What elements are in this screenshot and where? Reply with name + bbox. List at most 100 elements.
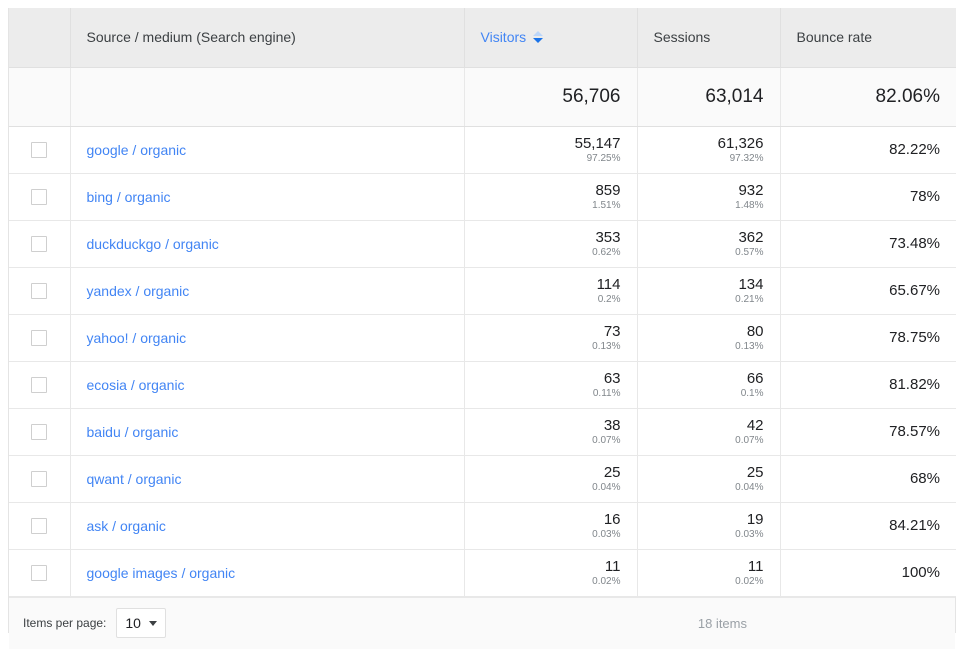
table-area: Source / medium (Search engine) Visitors… [9, 8, 956, 597]
sessions-cell-value: 25 [746, 463, 764, 481]
bounce-rate-value: 78.75% [889, 329, 940, 346]
source-link[interactable]: bing / organic [86, 188, 171, 205]
source-link[interactable]: google / organic [86, 141, 187, 158]
bounce-rate-cell: 73.48% [780, 220, 956, 268]
source-link[interactable]: baidu / organic [86, 423, 179, 440]
sessions-cell: 66 0.1% [637, 361, 781, 409]
row-select-cell [9, 314, 71, 362]
column-header-source[interactable]: Source / medium (Search engine) [70, 8, 465, 68]
row-select-cell [9, 220, 71, 268]
visitors-cell-percent: 0.11% [592, 387, 621, 399]
column-header-sessions-label: Sessions [653, 29, 711, 46]
table-row: yandex / organic 114 0.2% 134 0.21% 65.67% [9, 267, 956, 315]
row-checkbox[interactable] [31, 236, 48, 253]
visitors-cell-value: 859 [595, 181, 621, 199]
row-select-cell [9, 408, 71, 456]
visitors-cell-value: 73 [603, 322, 621, 340]
sessions-cell: 61,326 97.32% [637, 126, 781, 174]
row-select-cell [9, 549, 71, 597]
table-footer: Items per page: 10 18 items [9, 596, 955, 649]
sessions-cell-percent: 1.48% [735, 199, 764, 211]
bounce-rate-value: 78.57% [889, 423, 940, 440]
column-header-bounce-rate[interactable]: Bounce rate [780, 8, 956, 68]
row-checkbox[interactable] [31, 471, 48, 488]
visitors-cell-percent: 0.13% [592, 340, 621, 352]
column-header-visitors[interactable]: Visitors [464, 8, 638, 68]
source-cell: baidu / organic [70, 408, 465, 456]
visitors-cell: 114 0.2% [464, 267, 638, 315]
visitors-cell-percent: 1.51% [592, 199, 621, 211]
source-link[interactable]: qwant / organic [86, 470, 182, 487]
row-checkbox[interactable] [31, 330, 48, 347]
sessions-cell-value: 362 [738, 228, 764, 246]
visitors-cell-value: 114 [596, 275, 621, 293]
source-link[interactable]: ecosia / organic [86, 376, 185, 393]
bounce-rate-cell: 68% [780, 455, 956, 503]
visitors-cell-value: 353 [595, 228, 621, 246]
visitors-cell-value: 55,147 [574, 134, 621, 152]
source-cell: qwant / organic [70, 455, 465, 503]
items-per-page-select[interactable]: 10 [116, 608, 167, 638]
table-row: qwant / organic 25 0.04% 25 0.04% 68% [9, 455, 956, 503]
row-checkbox[interactable] [31, 189, 48, 206]
sessions-cell-percent: 97.32% [729, 152, 764, 164]
sessions-cell-value: 134 [738, 275, 764, 293]
items-per-page-label: Items per page: [23, 616, 107, 630]
row-checkbox[interactable] [31, 283, 48, 300]
visitors-cell: 353 0.62% [464, 220, 638, 268]
row-checkbox[interactable] [31, 142, 48, 159]
source-cell: yandex / organic [70, 267, 465, 315]
visitors-cell: 25 0.04% [464, 455, 638, 503]
column-header-sessions[interactable]: Sessions [637, 8, 781, 68]
visitors-cell: 73 0.13% [464, 314, 638, 362]
source-link[interactable]: duckduckgo / organic [86, 235, 219, 252]
visitors-cell: 11 0.02% [464, 549, 638, 597]
row-select-cell [9, 502, 71, 550]
column-header-bounce-rate-label: Bounce rate [796, 29, 873, 46]
row-checkbox[interactable] [31, 518, 48, 535]
bounce-rate-value: 100% [901, 564, 940, 581]
row-select-cell [9, 126, 71, 174]
source-link[interactable]: google images / organic [86, 564, 236, 581]
source-medium-table: Source / medium (Search engine) Visitors… [9, 8, 956, 597]
sessions-cell-value: 11 [747, 557, 764, 575]
bounce-rate-cell: 78.75% [780, 314, 956, 362]
row-checkbox[interactable] [31, 424, 48, 441]
bounce-rate-cell: 82.22% [780, 126, 956, 174]
sort-visitors-control[interactable]: Visitors [481, 29, 544, 45]
row-checkbox[interactable] [31, 377, 48, 394]
visitors-cell-value: 25 [603, 463, 621, 481]
sessions-cell: 80 0.13% [637, 314, 781, 362]
source-cell: google / organic [70, 126, 465, 174]
source-link[interactable]: yandex / organic [86, 282, 190, 299]
sort-updown-icon[interactable] [533, 30, 544, 44]
sessions-cell-percent: 0.03% [735, 528, 764, 540]
visitors-cell: 63 0.11% [464, 361, 638, 409]
bounce-rate-value: 73.48% [889, 235, 940, 252]
bounce-rate-cell: 78% [780, 173, 956, 221]
visitors-cell-percent: 0.04% [592, 481, 621, 493]
chevron-down-icon[interactable] [149, 621, 158, 626]
row-select-cell [9, 173, 71, 221]
source-link[interactable]: ask / organic [86, 517, 166, 534]
source-link[interactable]: yahoo! / organic [86, 329, 187, 346]
row-select-cell [9, 267, 71, 315]
row-checkbox[interactable] [31, 565, 48, 582]
sessions-cell: 362 0.57% [637, 220, 781, 268]
visitors-cell-value: 11 [604, 557, 621, 575]
bounce-rate-cell: 81.82% [780, 361, 956, 409]
visitors-cell-percent: 97.25% [586, 152, 621, 164]
sessions-cell-percent: 0.02% [735, 575, 764, 587]
visitors-cell-percent: 0.07% [592, 434, 621, 446]
sessions-cell: 19 0.03% [637, 502, 781, 550]
sessions-cell-percent: 0.1% [740, 387, 764, 399]
totals-visitors: 56,706 [464, 67, 638, 127]
row-select-cell [9, 455, 71, 503]
row-select-cell [9, 361, 71, 409]
sessions-cell-value: 42 [746, 416, 764, 434]
header-row: Source / medium (Search engine) Visitors… [9, 8, 956, 68]
sessions-cell: 11 0.02% [637, 549, 781, 597]
items-per-page-value: 10 [125, 615, 141, 631]
visitors-cell-value: 63 [603, 369, 621, 387]
sessions-cell-percent: 0.21% [735, 293, 764, 305]
